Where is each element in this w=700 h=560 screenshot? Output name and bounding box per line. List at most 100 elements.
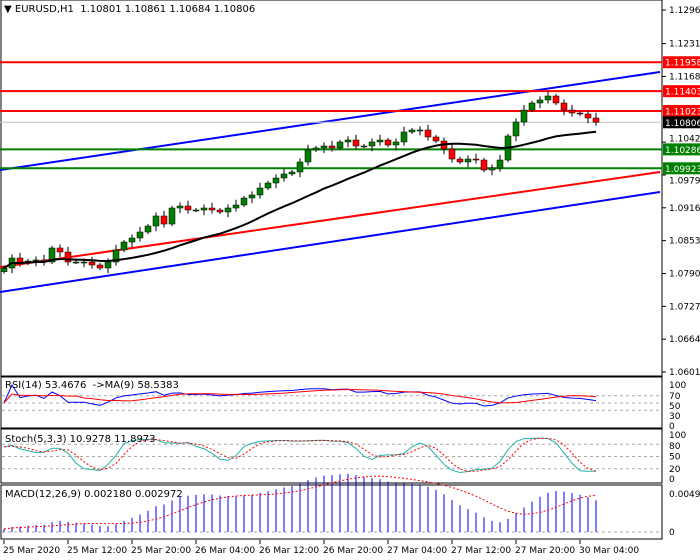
candle bbox=[32, 259, 40, 262]
candle bbox=[344, 139, 352, 143]
stoch-signal-line bbox=[3, 437, 597, 472]
candle bbox=[120, 241, 128, 251]
rsi-level-label: 100 bbox=[669, 381, 686, 391]
candle bbox=[584, 113, 592, 119]
candle bbox=[224, 207, 232, 213]
candle bbox=[184, 205, 192, 211]
candle bbox=[424, 129, 432, 138]
panel-frame-0 bbox=[0, 0, 663, 377]
candle bbox=[0, 267, 8, 272]
rsi-level-label: 70 bbox=[669, 392, 681, 402]
rsi-ma-line bbox=[3, 388, 597, 404]
close-value: 1.10806 bbox=[213, 4, 256, 15]
candle bbox=[176, 205, 184, 209]
candle bbox=[592, 117, 600, 123]
resistance-price-label: 1.11023 bbox=[665, 107, 700, 117]
candle bbox=[232, 204, 240, 209]
candle bbox=[216, 209, 224, 213]
candle bbox=[464, 158, 472, 163]
time-label: 26 Mar 12:00 bbox=[259, 546, 319, 556]
support-price-tag bbox=[663, 162, 700, 175]
candle bbox=[536, 99, 544, 104]
candle bbox=[56, 247, 64, 253]
candle bbox=[352, 139, 360, 147]
time-label: 30 Mar 04:00 bbox=[579, 546, 639, 556]
candle bbox=[104, 261, 112, 269]
candle bbox=[304, 149, 312, 163]
candle bbox=[568, 109, 576, 114]
price-tick-label: 1.09165 bbox=[669, 204, 700, 214]
channel-line bbox=[0, 171, 661, 269]
stoch-level-label: 100 bbox=[669, 431, 686, 441]
price-tick-label: 1.07275 bbox=[669, 302, 700, 312]
candle bbox=[480, 159, 488, 171]
candle bbox=[456, 158, 464, 163]
panel-frame-1 bbox=[0, 376, 663, 429]
resistance-price-tag bbox=[663, 85, 700, 98]
candle bbox=[136, 231, 144, 239]
rsi-level-label: 50 bbox=[669, 402, 681, 412]
high-value: 1.10861 bbox=[124, 4, 167, 15]
candle bbox=[48, 247, 56, 263]
price-tick-label: 1.12960 bbox=[669, 6, 700, 16]
price-tick-label: 1.11685 bbox=[669, 72, 700, 82]
resistance-price-tag bbox=[663, 104, 700, 117]
price-tick-label: 1.09795 bbox=[669, 176, 700, 186]
moving-average-line bbox=[3, 130, 597, 269]
time-label: 27 Mar 20:00 bbox=[515, 546, 575, 556]
support-price-label: 1.09923 bbox=[665, 165, 700, 175]
candle bbox=[256, 187, 264, 196]
candle bbox=[448, 148, 456, 160]
resistance-price-label: 1.11958 bbox=[665, 59, 700, 69]
macd-tick-label: 0.004951 bbox=[669, 490, 700, 500]
price-tick-label: 1.08535 bbox=[669, 237, 700, 247]
time-label: 27 Mar 04:00 bbox=[387, 546, 447, 556]
candle bbox=[336, 141, 344, 149]
trend-line bbox=[0, 70, 661, 171]
candle bbox=[528, 102, 536, 111]
candle bbox=[296, 161, 304, 173]
candle bbox=[320, 145, 328, 149]
price-tick-label: 1.10425 bbox=[669, 134, 700, 144]
candle bbox=[248, 194, 256, 199]
stoch-level-label: 50 bbox=[669, 453, 681, 463]
rsi-level-label: 0 bbox=[669, 422, 675, 432]
resistance-price-tag bbox=[663, 56, 700, 69]
candle bbox=[64, 251, 72, 263]
price-tick-label: 1.06645 bbox=[669, 335, 700, 345]
support-price-tag bbox=[663, 143, 700, 156]
candle bbox=[88, 261, 96, 266]
open-value: 1.10801 bbox=[80, 4, 122, 15]
candle bbox=[512, 121, 520, 137]
rsi-title: RSI(14) 53.4676 ->MA(9) 58.5383 bbox=[5, 380, 179, 391]
rsi-line bbox=[3, 383, 597, 407]
candle bbox=[96, 264, 104, 269]
candle bbox=[488, 167, 496, 171]
candle bbox=[272, 177, 280, 184]
current-price-label: 1.10806 bbox=[665, 119, 700, 129]
time-label: 25 Mar 20:00 bbox=[131, 546, 191, 556]
price-tick-label: 1.12315 bbox=[669, 40, 700, 50]
stoch-level-label: 0 bbox=[669, 475, 675, 485]
price-tick-label: 1.06015 bbox=[669, 368, 700, 378]
candle bbox=[416, 129, 424, 132]
support-price-label: 1.10286 bbox=[665, 146, 700, 156]
candle bbox=[312, 147, 320, 151]
candle bbox=[360, 145, 368, 148]
candle bbox=[576, 112, 584, 115]
stoch-level-label: 20 bbox=[669, 465, 681, 475]
candle bbox=[544, 95, 552, 101]
chart-title: ▼ EURUSD,H1 1.10801 1.10861 1.10684 1.10… bbox=[4, 4, 256, 15]
stoch-title: Stoch(5,3,3) 10.9278 11.8973 bbox=[5, 434, 156, 445]
candle bbox=[520, 109, 528, 123]
candle bbox=[144, 225, 152, 233]
candle bbox=[192, 209, 200, 212]
candle bbox=[280, 173, 288, 179]
candle bbox=[400, 131, 408, 143]
candle bbox=[80, 261, 88, 264]
macd-tick-label: 0 bbox=[669, 528, 675, 538]
time-label: 25 Mar 2020 bbox=[3, 546, 60, 556]
rsi-level-label: 30 bbox=[669, 412, 681, 422]
